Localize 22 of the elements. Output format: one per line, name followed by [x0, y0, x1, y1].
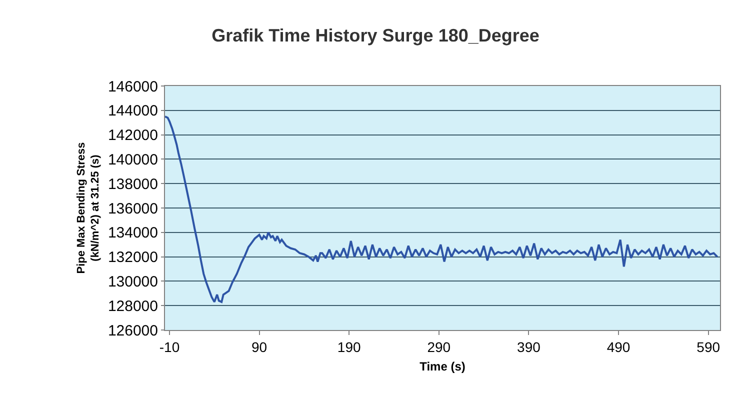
y-tick-label: 134000 — [108, 224, 158, 242]
y-axis-title: Pipe Max Bending Stress (kN/m^2) at 31.25 (s) — [75, 142, 102, 274]
x-tick-label: 590 — [696, 338, 720, 355]
x-tick-label: 90 — [252, 338, 268, 355]
y-tick-label: 128000 — [108, 298, 158, 315]
x-tick-label: 390 — [517, 338, 541, 355]
y-tick-label: 138000 — [108, 176, 158, 193]
y-tick-label: 132000 — [108, 249, 158, 266]
y-tick-label: 146000 — [108, 78, 158, 96]
y-tick-label: 140000 — [108, 151, 158, 168]
x-axis-title: Time (s) — [420, 360, 466, 374]
y-tick-label: 130000 — [108, 273, 158, 290]
y-tick-label: 142000 — [108, 127, 158, 144]
x-tick-label: 490 — [606, 338, 630, 355]
chart-title: Grafik Time History Surge 180_Degree — [212, 26, 540, 46]
y-tick-label: 136000 — [108, 200, 158, 218]
x-tick-label: 290 — [427, 338, 451, 355]
y-tick-label: 144000 — [108, 102, 158, 120]
x-tick-label: 190 — [337, 338, 361, 355]
x-tick-label: -10 — [159, 338, 180, 355]
line-series — [165, 116, 718, 303]
y-tick-label: 126000 — [108, 322, 158, 340]
